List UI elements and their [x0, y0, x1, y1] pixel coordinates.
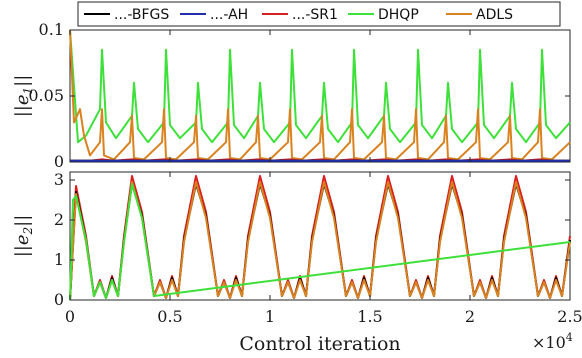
x-tick-label: 2 [465, 307, 475, 326]
legend-label: DHQP [378, 7, 419, 23]
top-series-group [69, 29, 571, 162]
y-tick-label: 1 [54, 250, 64, 269]
x-tick-label: 0 [65, 307, 75, 326]
legend: ...-BFGS ...-AH ...-SR1 DHQP ADLS [77, 1, 561, 27]
series-line-dhqp-p0 [69, 29, 571, 144]
x-axis-label: Control iteration [239, 333, 400, 355]
x-tick-label: 0.5 [157, 307, 182, 326]
y-tick-label: 0.05 [28, 86, 64, 105]
legend-entry: ADLS [446, 7, 513, 23]
y-tick-label: 0.1 [39, 20, 64, 39]
series-line-dhqp-p1 [69, 183, 571, 301]
top-y-axis-label: ||e1|| [12, 75, 35, 118]
y-tick-label: 0 [54, 152, 64, 171]
legend-entry: ...-AH [180, 7, 248, 23]
x-tick-label: 1 [265, 307, 275, 326]
y-tick-label: 0 [54, 290, 64, 309]
legend-entries: ...-BFGS ...-AH ...-SR1 DHQP ADLS [84, 7, 513, 23]
top-y-ticks: 0 0.05 0.1 [28, 20, 570, 171]
x-ticks: 0 0.5 1 1.5 2 2.5 [65, 30, 582, 326]
y-tick-label: 2 [54, 210, 64, 229]
legend-box [77, 1, 561, 27]
legend-entry: ...-SR1 [262, 7, 338, 23]
legend-entry: DHQP [348, 7, 419, 23]
bottom-y-axis-label: ||e2|| [12, 215, 35, 258]
bottom-series-group [69, 175, 571, 301]
x-tick-label: 2.5 [557, 307, 582, 326]
legend-label: ADLS [476, 7, 513, 23]
x-tick-label: 1.5 [357, 307, 382, 326]
legend-entry: ...-BFGS [84, 7, 169, 23]
x-axis-multiplier: ×104 [532, 331, 573, 352]
y-tick-label: 3 [54, 170, 64, 189]
bottom-y-ticks: 0 1 2 3 [54, 170, 570, 309]
legend-label: ...-AH [210, 7, 248, 23]
series-line-adls-p0 [69, 29, 571, 161]
legend-label: ...-BFGS [114, 7, 169, 23]
legend-label: ...-SR1 [292, 7, 338, 23]
